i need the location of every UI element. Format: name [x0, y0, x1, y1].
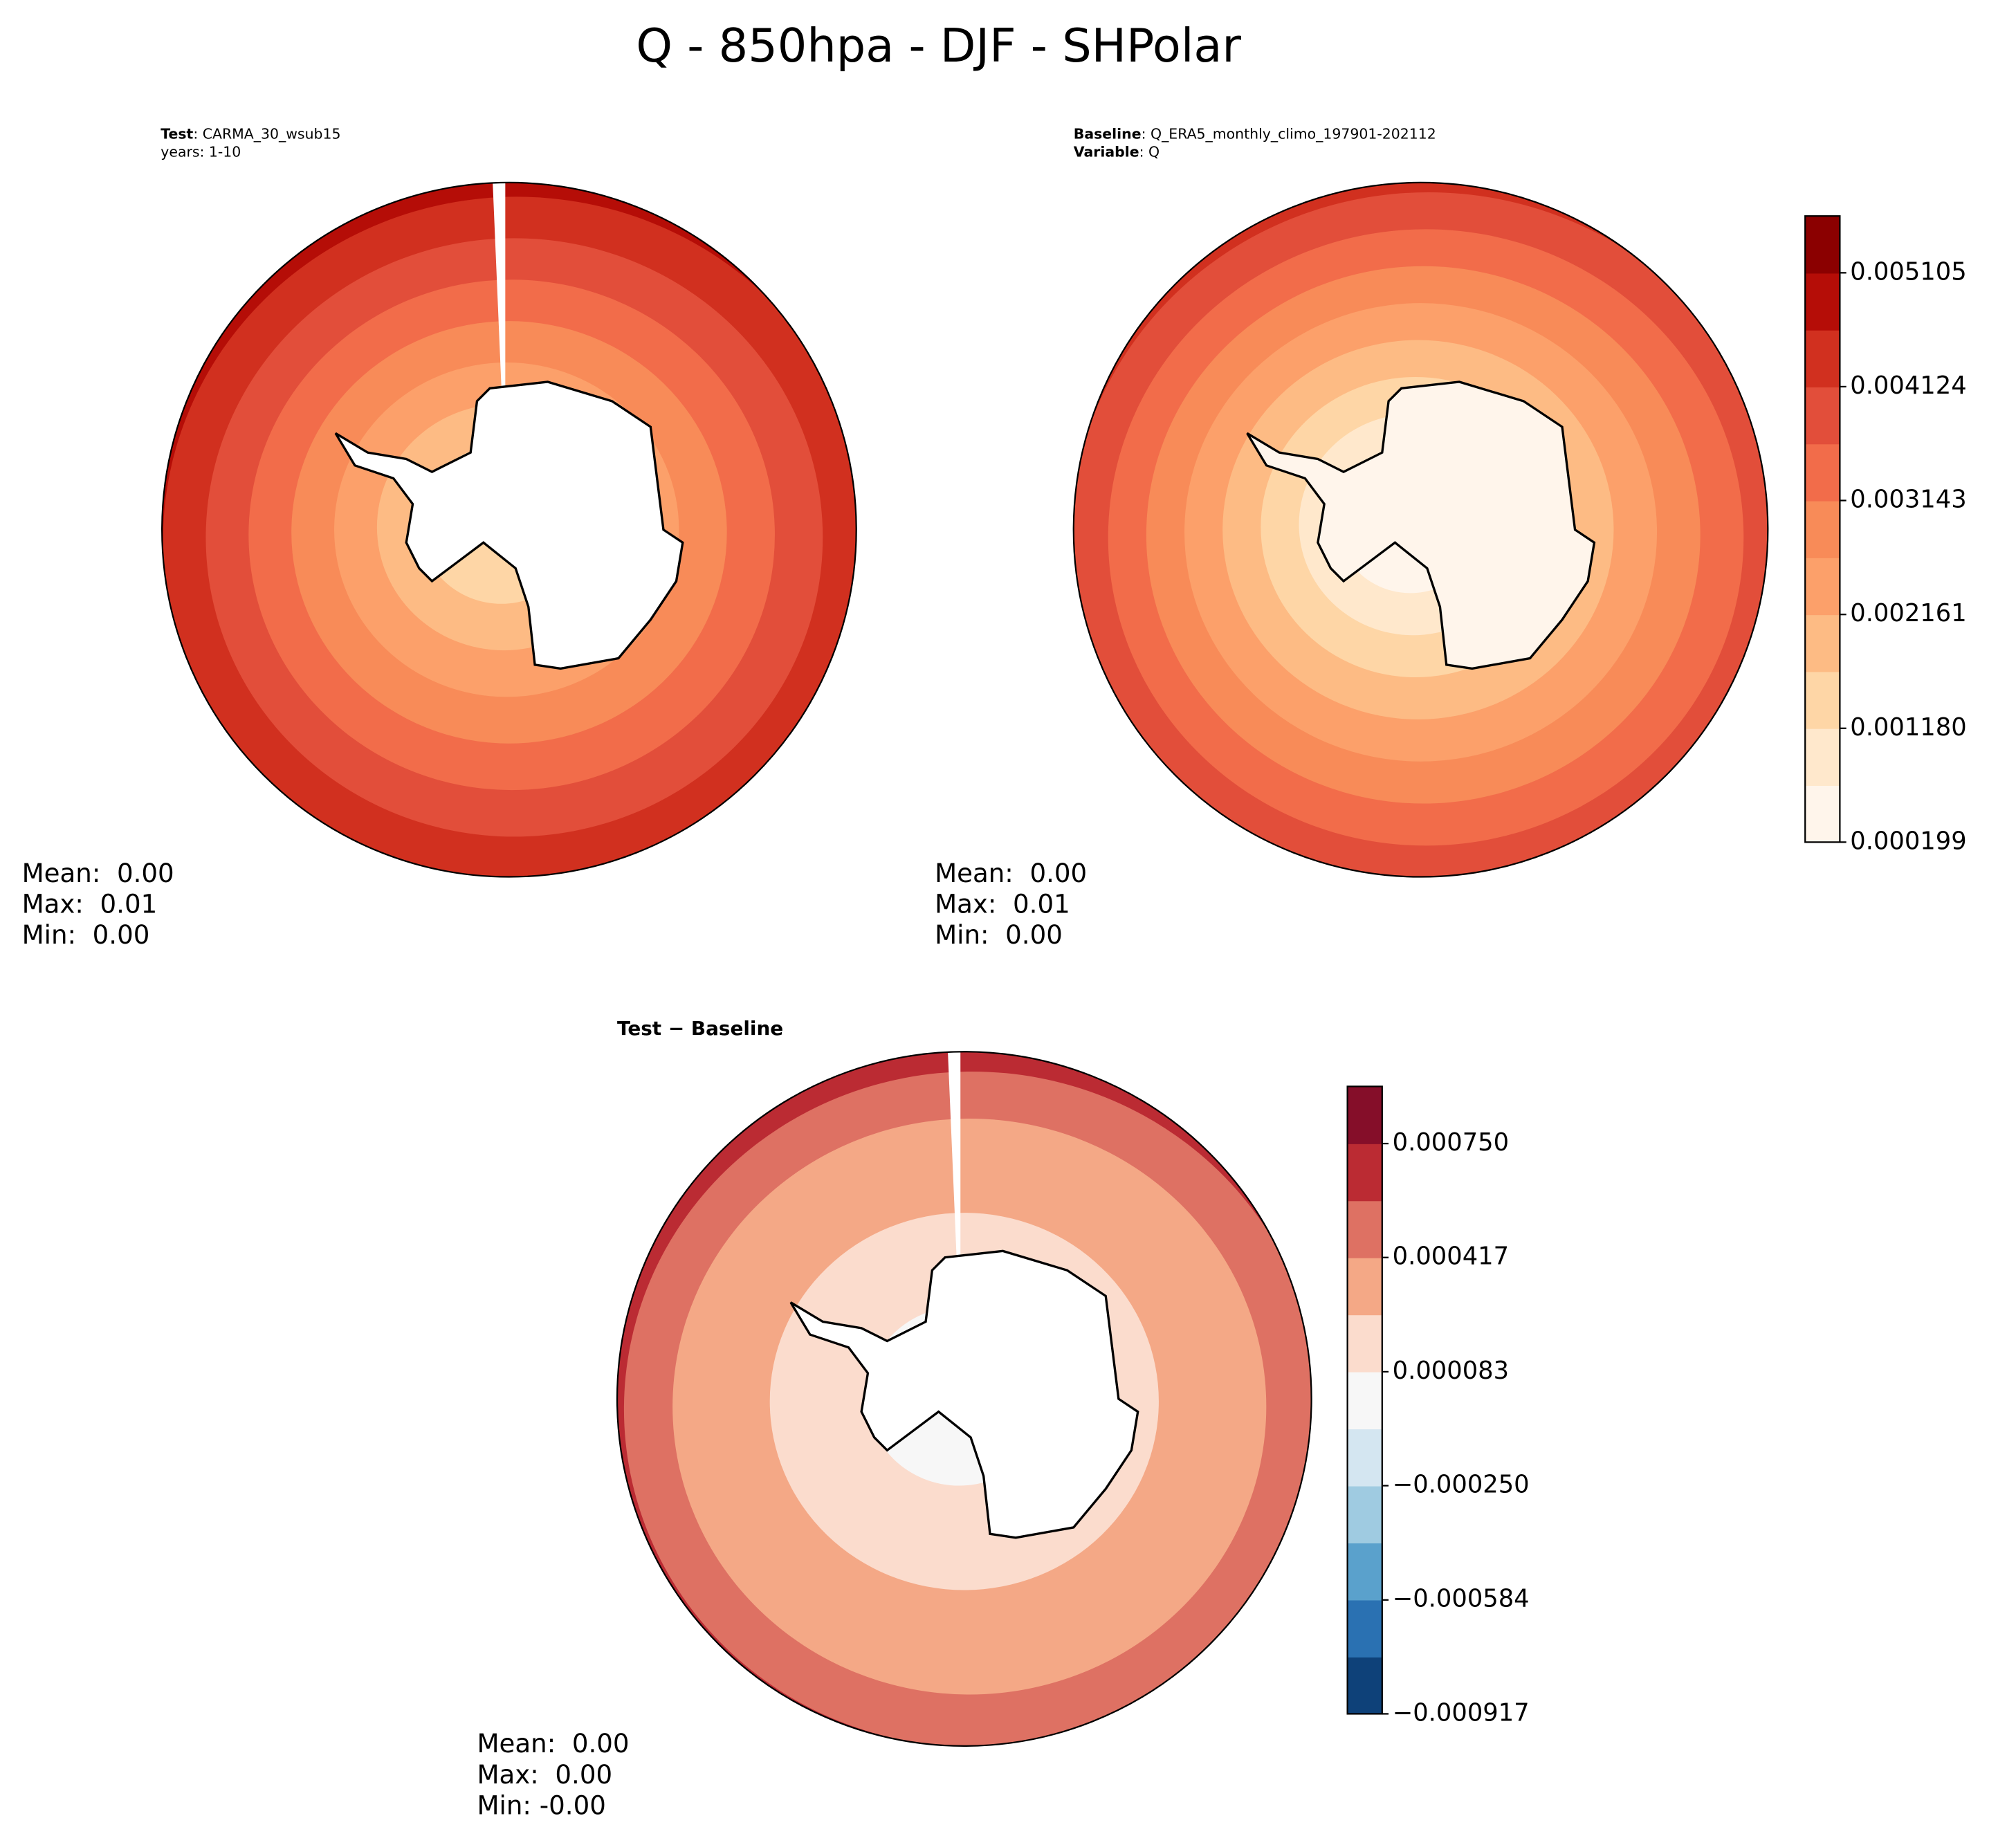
coastline — [334, 380, 684, 670]
data-gap — [492, 182, 506, 389]
colorbar-tick-label: 0.005105 — [1850, 257, 1966, 286]
colorbar-band — [1347, 1371, 1382, 1430]
colorbar-tick-label: 0.000750 — [1393, 1128, 1509, 1157]
stat-line: Min: 0.00 — [22, 920, 150, 950]
colorbar-frame — [1346, 1085, 1383, 1715]
coastline — [789, 1249, 1139, 1539]
colorbar-band — [1347, 1429, 1382, 1487]
figure-title: Q - 850hpa - DJF - SHPolar — [636, 19, 1241, 73]
colorbar-tick-label: 0.004124 — [1850, 371, 1966, 400]
land — [790, 1251, 1138, 1538]
colorbar-band — [1347, 1086, 1382, 1144]
header-label: Baseline — [1074, 126, 1142, 143]
panel-header: Variable: Q — [1074, 144, 1160, 160]
colorbar-tick-label: 0.003143 — [1850, 485, 1966, 513]
colorbar-tick-label: 0.000199 — [1850, 827, 1966, 855]
stat-line: Mean: 0.00 — [22, 859, 174, 888]
header-label: Test — [161, 126, 193, 143]
colorbar-band — [1347, 1143, 1382, 1202]
colorbar-band — [1805, 671, 1840, 729]
data-gap — [947, 1052, 961, 1258]
header-label: Test − Baseline — [617, 1017, 783, 1040]
colorbar-band — [1347, 1257, 1382, 1316]
colorbar-band — [1347, 1485, 1382, 1544]
land — [336, 381, 683, 669]
polar-map — [162, 182, 856, 877]
colorbar-band — [1805, 557, 1840, 616]
stat-line: Min: -0.00 — [477, 1790, 605, 1820]
colorbar-band — [1347, 1314, 1382, 1373]
colorbar-tick-label: 0.000417 — [1393, 1242, 1509, 1271]
colorbar-tick-label: −0.000584 — [1393, 1585, 1530, 1613]
colorbar-band — [1805, 728, 1840, 786]
colorbar-band — [1347, 1599, 1382, 1658]
panel-header: years: 1-10 — [161, 144, 241, 160]
colorbar-tick-label: −0.000250 — [1393, 1471, 1530, 1499]
panel-header: Test: CARMA_30_wsub15 — [161, 126, 340, 143]
colorbar-band — [1805, 443, 1840, 502]
stat-line: Mean: 0.00 — [477, 1729, 629, 1759]
colorbar-band — [1805, 387, 1840, 445]
colorbar-band — [1347, 1543, 1382, 1601]
header-value: : Q — [1139, 144, 1160, 160]
stat-line: Max: 0.00 — [477, 1760, 612, 1790]
map-boundary — [616, 1051, 1312, 1747]
colorbar-tick-label: −0.000917 — [1393, 1698, 1530, 1727]
colorbar-band — [1805, 329, 1840, 388]
coastline — [1246, 380, 1596, 670]
panel-header: Test − Baseline — [617, 1017, 783, 1040]
map-boundary — [161, 181, 857, 878]
header-value: : CARMA_30_wsub15 — [193, 126, 340, 143]
land — [1247, 381, 1595, 669]
stat-line: Mean: 0.00 — [935, 859, 1087, 888]
colorbar-band — [1805, 216, 1840, 274]
map-boundary — [1072, 181, 1769, 878]
polar-map — [1073, 182, 1768, 877]
stat-line: Max: 0.01 — [935, 890, 1070, 919]
colorbar-tick-label: 0.001180 — [1850, 713, 1966, 742]
colorbar-tick-label: 0.000083 — [1393, 1357, 1509, 1385]
header-value: : Q_ERA5_monthly_climo_197901-202112 — [1142, 126, 1436, 143]
polar-map — [617, 1052, 1312, 1746]
stat-line: Min: 0.00 — [935, 920, 1063, 950]
colorbar-band — [1347, 1656, 1382, 1715]
colorbar-band — [1805, 500, 1840, 558]
panel-header: Baseline: Q_ERA5_monthly_climo_197901-20… — [1074, 126, 1436, 143]
header-value: years: 1-10 — [161, 144, 241, 160]
colorbar-tick-label: 0.002161 — [1850, 599, 1966, 627]
stat-line: Max: 0.01 — [22, 890, 158, 919]
colorbar-frame — [1804, 215, 1841, 843]
colorbar-band — [1805, 614, 1840, 672]
colorbar-band — [1805, 785, 1840, 843]
header-label: Variable — [1074, 144, 1139, 160]
colorbar-band — [1805, 273, 1840, 331]
colorbar-band — [1347, 1200, 1382, 1258]
